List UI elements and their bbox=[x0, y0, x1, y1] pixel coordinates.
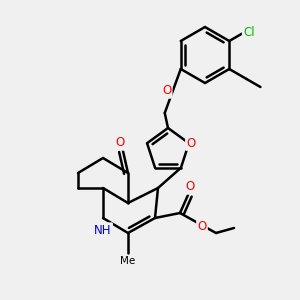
Text: O: O bbox=[162, 85, 171, 98]
Text: Cl: Cl bbox=[243, 26, 255, 38]
Text: O: O bbox=[185, 181, 195, 194]
Text: O: O bbox=[116, 136, 124, 149]
Text: O: O bbox=[186, 137, 196, 150]
Text: Me: Me bbox=[120, 256, 136, 266]
Text: NH: NH bbox=[94, 224, 112, 236]
Text: O: O bbox=[197, 220, 207, 233]
